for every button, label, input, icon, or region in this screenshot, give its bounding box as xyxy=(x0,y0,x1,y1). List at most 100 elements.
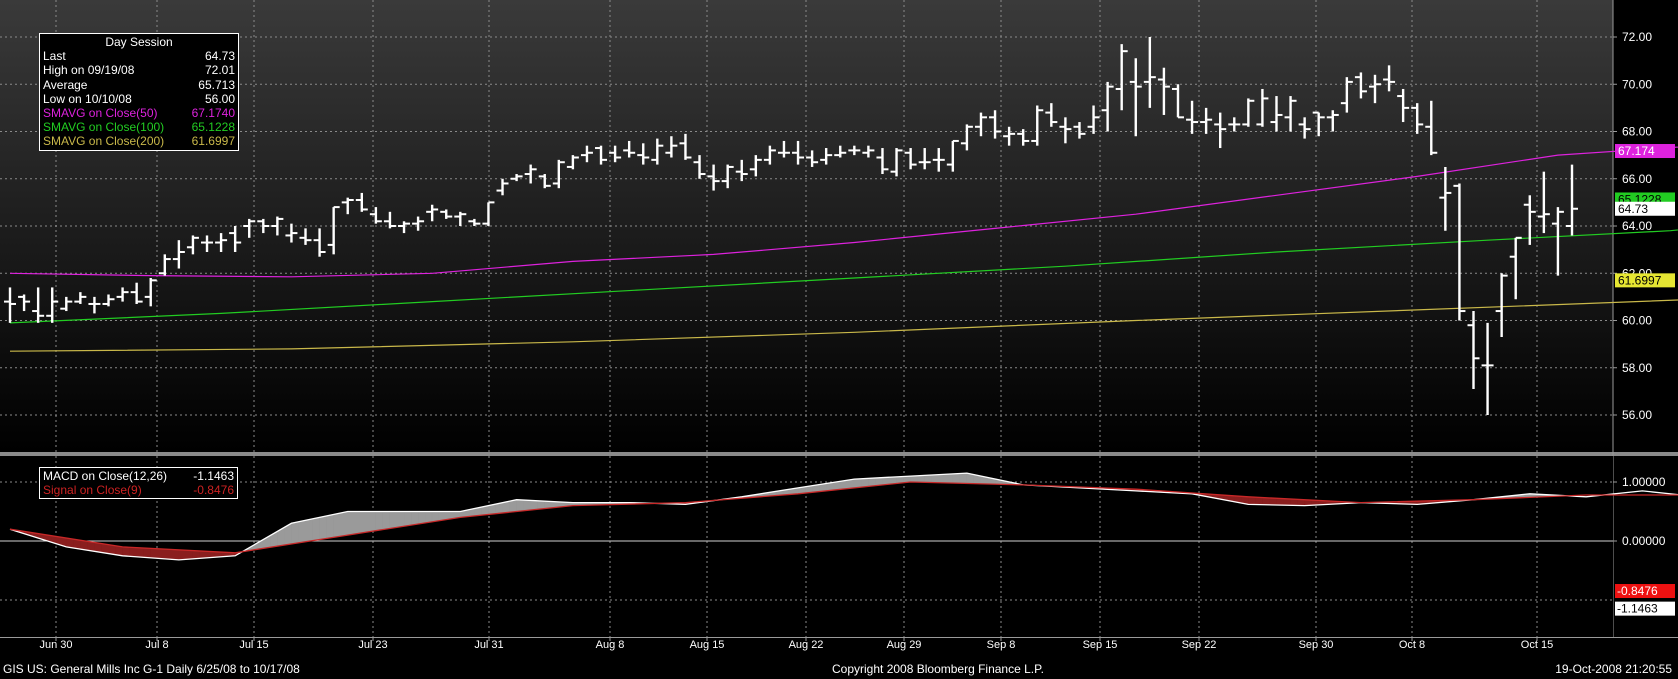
macd-y-tick-label: 1.00000 xyxy=(1622,475,1666,489)
footer-timestamp: 19-Oct-2008 21:20:55 xyxy=(1555,662,1672,676)
x-tick-label: Jul 8 xyxy=(145,639,168,651)
ohlc-bar xyxy=(609,145,622,163)
macd-fill-segment xyxy=(122,546,130,557)
ohlc-bar xyxy=(482,201,495,226)
macd-fill-segment xyxy=(854,478,862,489)
ohlc-bar xyxy=(1354,72,1367,99)
macd-fill-segment xyxy=(185,549,194,560)
x-tick-label: Jun 30 xyxy=(39,639,72,651)
macd-fill-segment xyxy=(952,473,961,484)
panel-divider xyxy=(0,452,1678,456)
ohlc-bar xyxy=(510,174,523,182)
price-y-tick-label: 70.00 xyxy=(1622,77,1652,91)
x-tick-label: Aug 22 xyxy=(789,639,824,651)
ohlc-bar xyxy=(524,164,537,184)
macd-fill-segment xyxy=(424,511,433,524)
ohlc-bar xyxy=(1115,44,1128,111)
ohlc-bar xyxy=(862,145,875,158)
macd-fill-segment xyxy=(333,512,341,538)
ohlc-bar xyxy=(1017,129,1030,146)
ohlc-bar xyxy=(102,294,115,307)
price-legend-title: Day Session xyxy=(105,35,173,49)
price-panel: 72.0070.0068.0066.0064.0062.0060.0058.00… xyxy=(0,0,1678,660)
macd-tag: -1.1463 xyxy=(1615,601,1675,616)
ohlc-bar xyxy=(426,204,439,222)
macd-fill-segment xyxy=(403,511,412,527)
right-axis-bg xyxy=(1613,0,1678,660)
ohlc-bar xyxy=(1397,88,1410,123)
ohlc-bar xyxy=(299,228,312,245)
ohlc-bar xyxy=(1467,311,1480,390)
ohlc-bar xyxy=(1256,88,1269,127)
macd-legend: MACD on Close(12,26) -1.1463 Signal on Cl… xyxy=(39,467,238,500)
ohlc-bar xyxy=(172,240,185,269)
ohlc-bar xyxy=(116,287,129,302)
macd-fill-segment xyxy=(516,499,524,512)
x-tick-label: Oct 8 xyxy=(1399,639,1425,651)
macd-fill-segment xyxy=(375,511,384,531)
macd-tag-text: -1.1463 xyxy=(1617,602,1658,616)
legend-row-signal: Signal on Close(9) -0.8476 xyxy=(43,483,234,498)
macd-fill-segment xyxy=(931,474,940,483)
ohlc-bar xyxy=(1228,117,1241,132)
ohlc-bar xyxy=(707,164,720,191)
legend-row-low: Low on 10/10/08 56.00 xyxy=(43,91,235,106)
ohlc-bar xyxy=(1129,58,1142,137)
chart-canvas: 72.0070.0068.0066.0064.0062.0060.0058.00… xyxy=(0,0,1678,660)
ohlc-bar xyxy=(595,145,608,165)
ohlc-bar xyxy=(60,296,73,312)
footer-security: GIS US: General Mills Inc G-1 Daily 6/25… xyxy=(3,662,300,676)
legend-row-last: Last 64.73 xyxy=(43,49,235,64)
x-axis: Jun 30 Jul 8 Jul 15 Jul 23 Jul 31 Aug 8 Aug 15… xyxy=(0,637,1678,651)
ohlc-bar xyxy=(285,223,298,243)
macd-fill-segment xyxy=(136,547,144,558)
macd-fill-segment xyxy=(1276,497,1284,506)
macd-fill-segment xyxy=(861,478,869,488)
macd-fill-segment xyxy=(326,514,334,539)
price-y-tick-label: 56.00 xyxy=(1622,408,1652,422)
ohlc-bar xyxy=(792,140,805,165)
ohlc-bar xyxy=(243,218,256,238)
x-tick-label: Sep 30 xyxy=(1299,639,1334,651)
x-tick-label: Jul 23 xyxy=(358,639,387,651)
ohlc-bar xyxy=(989,110,1002,139)
macd-fill-segment xyxy=(143,547,151,559)
macd-fill-segment xyxy=(129,547,137,558)
ohlc-bar xyxy=(1242,98,1255,127)
ohlc-bar xyxy=(440,209,453,219)
ohlc-bar xyxy=(651,138,664,165)
legend-row-sma200: SMAVG on Close(200) 61.6997 xyxy=(43,134,235,149)
footer-copyright: Copyright 2008 Bloomberg Finance L.P. xyxy=(832,662,1044,676)
macd-fill-segment xyxy=(150,548,159,559)
x-tick-label: Aug 15 xyxy=(690,639,725,651)
macd-fill-segment xyxy=(361,511,370,534)
ohlc-bar xyxy=(1551,207,1564,276)
ohlc-bar xyxy=(1537,171,1550,234)
ohlc-bar xyxy=(271,216,284,236)
ohlc-bar xyxy=(46,287,59,323)
ohlc-bar xyxy=(1523,195,1536,245)
ohlc-bar xyxy=(932,148,945,172)
macd-fill-segment xyxy=(945,473,954,484)
ohlc-bar xyxy=(313,228,326,257)
ohlc-bar xyxy=(637,143,650,165)
ohlc-bar xyxy=(721,164,734,189)
macd-fill-segment xyxy=(340,511,348,537)
ohlc-bar xyxy=(806,150,819,167)
x-tick-label: Sep 8 xyxy=(987,639,1016,651)
ohlc-bar xyxy=(18,294,31,312)
ohlc-bar xyxy=(215,233,228,252)
ohlc-bar xyxy=(1214,112,1227,149)
ohlc-bar xyxy=(341,197,354,215)
ohlc-bar xyxy=(735,159,748,182)
ohlc-bar xyxy=(566,155,579,170)
x-tick-label: Sep 22 xyxy=(1182,639,1217,651)
ohlc-bar xyxy=(4,287,16,323)
ohlc-bar xyxy=(88,296,101,314)
ohlc-bar xyxy=(1411,103,1424,134)
ohlc-bar xyxy=(974,112,987,137)
legend-row-sma50: SMAVG on Close(50) 67.1740 xyxy=(43,106,235,121)
ohlc-bar xyxy=(201,235,214,252)
ohlc-bar xyxy=(1073,122,1086,139)
macd-y-tick-label: 0.00000 xyxy=(1622,534,1666,548)
